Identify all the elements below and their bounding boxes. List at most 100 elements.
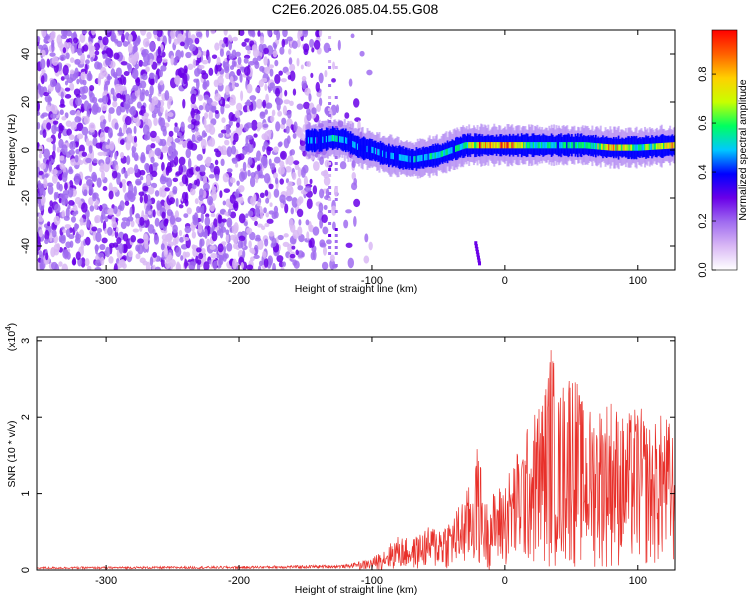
spectrogram-noise-cell <box>81 126 89 136</box>
spectrogram-band-peak <box>512 142 515 149</box>
spectrogram-band-peak <box>584 142 587 149</box>
spectrogram-noise-cell <box>128 54 135 64</box>
spectrogram-noise-cell <box>334 246 338 249</box>
spectrogram-noise-cell <box>301 79 307 90</box>
spectrogram-noise-cell <box>142 48 149 56</box>
spectrogram-band-peak <box>382 150 385 157</box>
spectrogram-noise-cell <box>126 155 131 166</box>
spectrogram-noise-cell <box>306 198 313 210</box>
spectrogram-noise-cell <box>263 207 267 214</box>
spectrogram-band-peak <box>617 144 620 151</box>
spectrogram-noise-cell <box>99 243 106 251</box>
spectrogram-noise-cell <box>120 85 127 91</box>
spectrogram-noise-cell <box>183 65 188 74</box>
snr-x-label: Height of straight line (km) <box>295 584 418 596</box>
spectrogram-noise-cell <box>164 109 169 120</box>
spectrogram-band-peak <box>672 142 675 149</box>
spectrogram-noise-cell <box>150 156 155 164</box>
spectrogram-noise-cell <box>313 39 321 50</box>
spectrogram-band-peak <box>325 136 328 143</box>
spectrogram-noise-cell <box>52 120 59 125</box>
spectrogram-noise-cell <box>69 140 76 150</box>
spectrogram-noise-cell <box>263 258 269 268</box>
spectrogram-band-peak <box>591 142 594 149</box>
spectrogram-band-peak <box>645 144 648 151</box>
spectrogram-noise-cell <box>200 138 207 149</box>
spectrogram-noise-cell <box>124 200 130 206</box>
spectrogram-band-peak <box>394 153 397 160</box>
spectrogram-noise-cell <box>297 196 304 204</box>
spectrogram-band-peak <box>463 142 466 149</box>
spectrogram-noise-cell <box>152 251 158 258</box>
spectrogram-noise-cell <box>144 240 149 250</box>
spectrogram-noise-cell <box>201 130 207 138</box>
spectrogram-x-tick-label: 100 <box>629 275 647 287</box>
snr-x-tick-label: -200 <box>228 575 250 587</box>
spectrogram-noise-cell <box>206 156 212 163</box>
spectrogram-noise-cell <box>222 60 226 68</box>
spectrogram-noise-cell <box>53 215 61 226</box>
spectrogram-noise-cell <box>114 83 122 90</box>
spectrogram-noise-cell <box>178 229 183 237</box>
colorbar-tick-label: 0.2 <box>697 213 709 228</box>
spectrogram-noise-cell <box>248 61 255 66</box>
spectrogram-noise-cell <box>287 110 292 119</box>
spectrogram-noise-cell <box>110 31 117 42</box>
spectrogram-band-peak <box>307 137 310 144</box>
spectrogram-noise-cell <box>50 31 56 40</box>
spectrogram-band-peak <box>644 144 647 151</box>
spectrogram-noise-cell <box>142 61 149 67</box>
spectrogram-band-peak <box>615 144 618 151</box>
spectrogram-band-peak <box>636 144 639 151</box>
spectrogram-band-peak <box>671 142 674 149</box>
spectrogram-noise-cell <box>262 99 267 109</box>
spectrogram-noise-cell <box>181 174 188 185</box>
spectrogram-noise-cell <box>65 151 71 158</box>
spectrogram-noise-cell <box>166 232 173 242</box>
spectrogram-band-peak <box>386 151 389 159</box>
spectrogram-noise-cell <box>68 199 75 206</box>
spectrogram-noise-cell <box>67 168 74 175</box>
spectrogram-noise-cell <box>38 153 42 159</box>
spectrogram-noise-cell <box>127 43 133 54</box>
spectrogram-noise-cell <box>88 145 93 154</box>
spectrogram-noise-cell <box>211 186 217 192</box>
spectrogram-noise-cell <box>71 45 75 55</box>
spectrogram-noise-cell <box>328 168 332 171</box>
spectrogram-noise-cell <box>122 233 129 242</box>
spectrogram-noise-cell <box>211 104 217 113</box>
spectrogram-noise-cell <box>154 190 160 197</box>
spectrogram-noise-cell <box>40 162 46 170</box>
spectrogram-noise-cell <box>233 222 239 233</box>
spectrogram-noise-cell <box>139 169 146 176</box>
spectrogram-noise-cell <box>78 144 85 153</box>
spectrogram-noise-cell <box>124 115 132 126</box>
spectrogram-noise-cell <box>334 198 338 201</box>
spectrogram-noise-cell <box>192 58 197 69</box>
spectrogram-noise-cell <box>167 241 174 247</box>
spectrogram-noise-cell <box>98 72 105 80</box>
spectrogram-noise-cell <box>277 110 283 117</box>
spectrogram-noise-cell <box>347 257 355 269</box>
colorbar-ticks: 0.0 0.2 0.4 0.6 0.8 <box>697 66 716 278</box>
spectrogram-noise-cell <box>104 227 108 235</box>
spectrogram-band-peak <box>492 142 495 149</box>
spectrogram-band-peak <box>543 142 546 149</box>
spectrogram-band-peak <box>563 142 566 149</box>
spectrogram-noise-cell <box>186 37 194 46</box>
spectrogram-noise-cell <box>318 97 323 107</box>
spectrogram-noise-cell <box>200 205 205 214</box>
spectrogram-band-peak <box>377 148 380 156</box>
spectrogram-noise-cell <box>244 101 252 106</box>
spectrogram-noise-cell <box>273 188 280 198</box>
spectrogram-noise-cell <box>322 226 329 235</box>
spectrogram-noise-cell <box>113 205 118 215</box>
spectrogram-noise-cell <box>210 164 215 173</box>
spectrogram-noise-cell <box>328 186 332 189</box>
spectrogram-noise-cell <box>120 151 125 159</box>
spectrogram-noise-cell <box>311 47 315 53</box>
spectrogram-noise-cell <box>46 137 54 143</box>
snr-y-tick-label: 2 <box>20 414 32 420</box>
snr-x-tick-label: -300 <box>95 575 117 587</box>
spectrogram-noise-cell <box>298 233 305 243</box>
